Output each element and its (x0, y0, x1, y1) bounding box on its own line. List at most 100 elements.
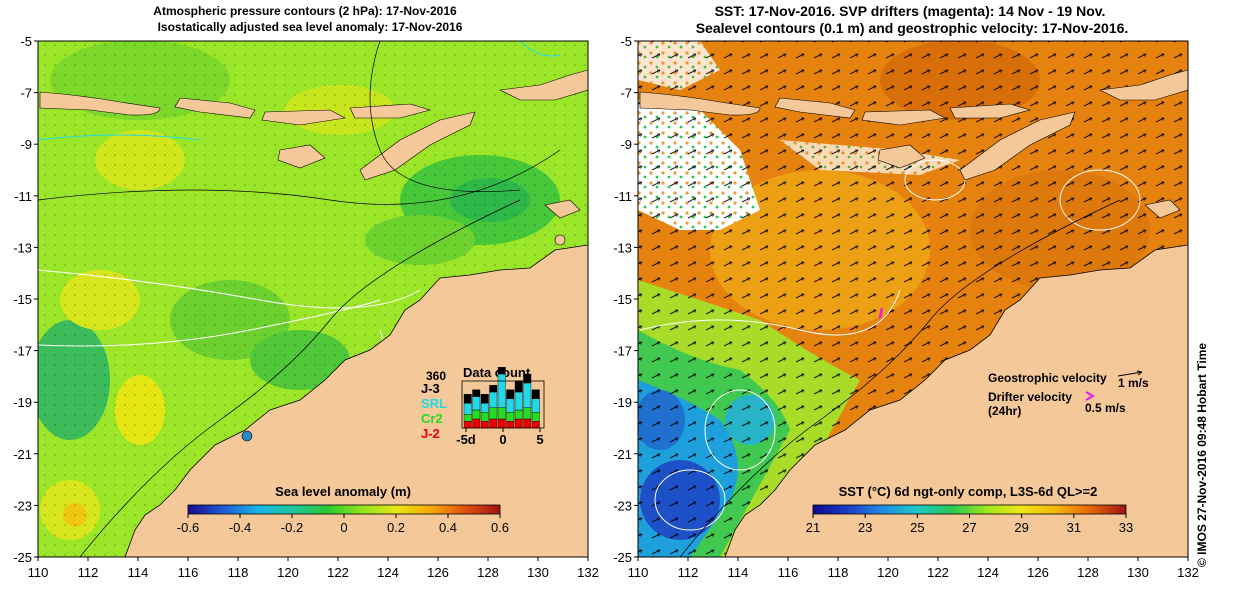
mission-label-j-3: J-3 (421, 381, 440, 396)
data-count-bar-j3 (480, 394, 489, 404)
colorbar-tick-label: 25 (910, 520, 924, 535)
north-islands (1098, 69, 1188, 101)
java-island (39, 91, 161, 116)
lon-tick-label: 124 (977, 565, 999, 580)
colorbar-tick-label: 0.2 (387, 520, 405, 535)
data-count-bar-srl (489, 391, 498, 408)
sumbawa-island (261, 109, 346, 126)
bali-lombok-island (774, 97, 856, 119)
lon-tick-label: 122 (927, 565, 949, 580)
lon-tick-label: 130 (527, 565, 549, 580)
lon-tick-label: 132 (1177, 565, 1199, 580)
pressure-contour (38, 269, 421, 309)
lon-tick-label: 120 (877, 565, 899, 580)
data-count-bar-srl (497, 373, 506, 408)
lon-tick-label: 128 (477, 565, 499, 580)
melville-island (544, 199, 581, 219)
left-title-line1: Atmospheric pressure contours (2 hPa): 1… (153, 4, 457, 18)
lon-tick-label: 114 (728, 565, 749, 580)
data-count-max: 360 (426, 369, 446, 383)
colorbar-tick-label: -0.2 (281, 520, 303, 535)
sst-colorbar-ticks: 21 23 25 27 29 31 33 (806, 514, 1133, 535)
north-islands (498, 69, 588, 101)
data-count-bar-srl (480, 403, 489, 413)
lon-tick-label: 124 (377, 565, 399, 580)
left-map (38, 41, 588, 557)
cyan-contour (38, 134, 201, 141)
data-count-bar-cr2 (463, 414, 472, 422)
legend-drifter-label: Drifter velocity (988, 390, 1072, 404)
sst-colorbar: SST (°C) 6d ngt-only comp, L3S-6d QL>=2 … (806, 484, 1133, 535)
lon-tick-label: 128 (1077, 565, 1099, 580)
lat-tick-label: -11 (14, 189, 32, 204)
lat-tick-label: -9 (20, 137, 32, 152)
data-count-bar-j3 (506, 389, 515, 399)
lat-tick-label: -15 (613, 292, 632, 307)
mission-label-j-2: J-2 (421, 426, 440, 441)
lon-tick-label: 130 (1127, 565, 1149, 580)
lat-tick-label: -17 (13, 344, 32, 359)
data-count-bar-srl (463, 403, 472, 415)
imos-credit: © IMOS 27-Nov-2016 09:48 Hobart Time (1195, 343, 1209, 567)
lat-tick-label: -19 (13, 395, 32, 410)
lat-tick-label: -9 (620, 137, 632, 152)
lon-tick-label: 120 (277, 565, 299, 580)
data-count-bar-srl (506, 398, 515, 413)
mission-label-cr2: Cr2 (421, 411, 443, 426)
data-count-bar-j2 (523, 418, 532, 429)
colorbar-tick-label: 31 (1067, 520, 1081, 535)
sla-colorbar-title: Sea level anomaly (m) (275, 484, 411, 499)
sumbawa-island (861, 109, 946, 126)
colorbar-tick-label: 21 (806, 520, 820, 535)
lon-tick-label: 118 (828, 565, 849, 580)
bali-lombok-island (174, 97, 256, 119)
sla-colorbar-bar (187, 504, 501, 515)
data-count-xaxis: -5d 0 5 (456, 428, 544, 447)
data-count-bar-j2 (497, 418, 506, 429)
data-count-bar-j2 (489, 418, 498, 429)
flores-island (949, 103, 1032, 119)
data-count-bar-cr2 (506, 412, 515, 422)
lat-tick-label: -17 (613, 344, 632, 359)
java-island (639, 91, 761, 116)
data-count-bar-j3 (514, 380, 523, 393)
legend-geostrophic-label: Geostrophic velocity (988, 371, 1107, 385)
lat-tick-label: -25 (13, 550, 32, 565)
data-count-bar-srl (472, 396, 481, 411)
left-title-line2: Isostatically adjusted sea level anomaly… (158, 20, 463, 34)
data-count-bars (463, 367, 540, 429)
data-count-bar-j3 (497, 367, 506, 375)
lat-tick-label: -13 (613, 240, 632, 255)
lon-tick-label: 118 (228, 565, 249, 580)
data-count-bar-srl (523, 382, 532, 408)
data-count-bar-j2 (480, 421, 489, 429)
lon-tick-label: 112 (78, 565, 99, 580)
pressure-contour (38, 299, 381, 347)
lon-tick-label: 126 (1027, 565, 1049, 580)
colorbar-tick-label: 0 (340, 520, 347, 535)
lat-tick-label: -5 (620, 34, 632, 49)
bathymetry-contour (38, 149, 561, 205)
australia-land (124, 244, 588, 557)
colorbar-tick-label: -0.6 (177, 520, 199, 535)
sst-colorbar-title: SST (°C) 6d ngt-only comp, L3S-6d QL>=2 (839, 484, 1098, 499)
data-count-bar-j2 (472, 418, 481, 429)
sealevel-contour (704, 389, 776, 471)
sealevel-contour (654, 469, 726, 531)
data-count-bar-j2 (531, 421, 540, 429)
lat-tick-label: -7 (20, 86, 32, 101)
lat-tick-label: -19 (613, 395, 632, 410)
data-count-bar-cr2 (523, 407, 532, 420)
data-count-bar-j2 (514, 418, 523, 429)
melville-island (1144, 199, 1181, 219)
timor-island (959, 111, 1076, 181)
colorbar-tick-label: 0.6 (491, 520, 509, 535)
data-count-bar-cr2 (472, 409, 481, 420)
right-title-line2: Sealevel contours (0.1 m) and geostrophi… (696, 20, 1129, 36)
data-count-bar-srl (514, 391, 523, 411)
data-count-bar-j2 (506, 421, 515, 429)
left-axes: 110 112 114 116 118 120 122 124 126 128 130 132 -5 -7… (13, 34, 599, 580)
bathymetry-contour (679, 199, 1121, 557)
